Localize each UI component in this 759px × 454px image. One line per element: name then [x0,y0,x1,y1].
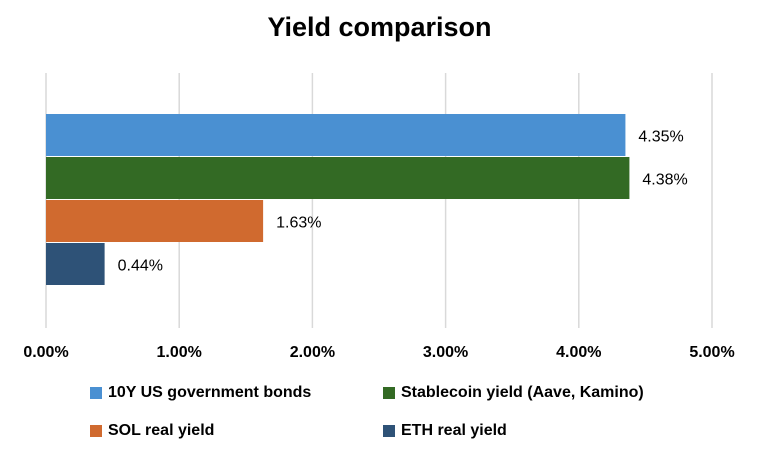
legend-item: Stablecoin yield (Aave, Kamino) [383,384,644,402]
legend-swatch [383,387,395,399]
chart-title: Yield comparison [267,12,492,42]
x-tick-label: 1.00% [157,344,202,361]
legend-swatch [383,425,395,437]
bar-chart: 0.00% 1.00% 2.00% 3.00% 4.00% 5.00% 4.35% 4.38%… [23,73,735,361]
bar [46,200,264,242]
legend-item: 10Y US government bonds [90,384,311,402]
x-tick-label: 4.00% [556,344,601,361]
bar [46,114,626,156]
legend-swatch [90,425,102,437]
chart-legend: 10Y US government bonds Stablecoin yield … [0,378,759,454]
data-label: 1.63% [276,215,321,232]
x-tick-label: 2.00% [290,344,335,361]
legend-item: ETH real yield [383,422,507,440]
bar [46,157,630,199]
legend-label: ETH real yield [401,422,507,439]
data-label: 4.35% [638,129,683,146]
legend-swatch [90,387,102,399]
data-label: 4.38% [642,172,687,189]
x-tick-label: 0.00% [23,344,68,361]
legend-label: SOL real yield [108,422,215,439]
x-tick-label: 3.00% [423,344,468,361]
legend-item: SOL real yield [90,422,214,440]
legend-label: Stablecoin yield (Aave, Kamino) [401,384,644,401]
data-label: 0.44% [118,258,163,275]
legend-label: 10Y US government bonds [108,384,312,401]
x-tick-label: 5.00% [689,344,734,361]
bar [46,243,105,285]
